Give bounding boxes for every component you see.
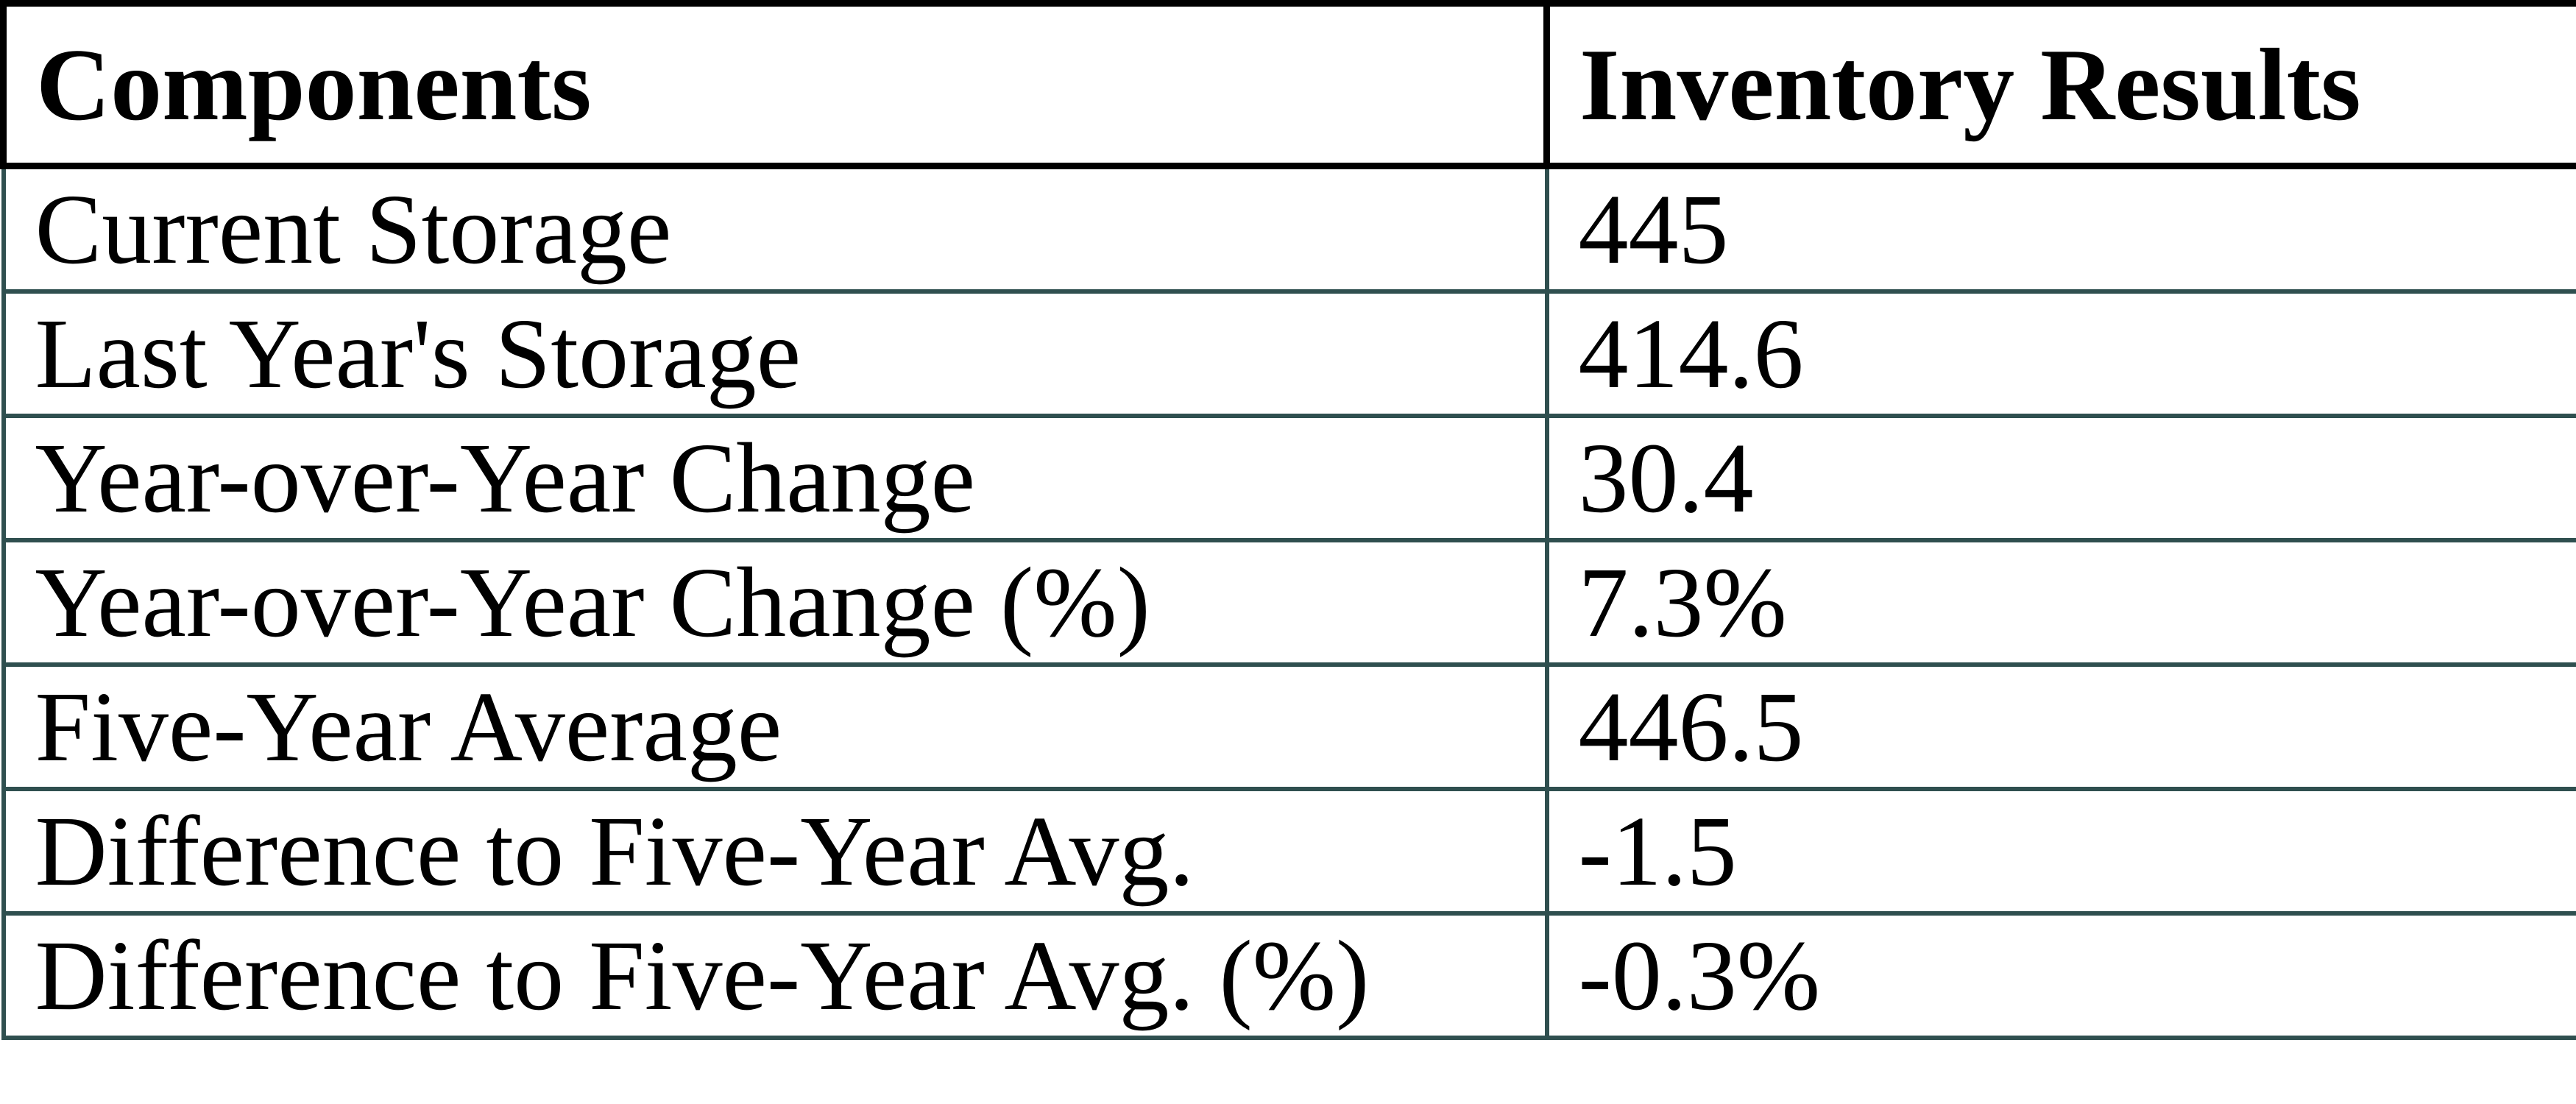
inventory-value-cell: -0.3%	[1544, 911, 2576, 1040]
inventory-value: 30.4	[1578, 422, 1754, 534]
table-row-current-storage: Current Storage 445	[1, 163, 2576, 294]
inventory-value-cell: 7.3%	[1544, 538, 2576, 667]
component-label-cell: Year-over-Year Change (%)	[1, 538, 1549, 667]
inventory-value: 414.6	[1578, 298, 1804, 409]
component-label-cell: Current Storage	[1, 163, 1549, 294]
component-label-cell: Five-Year Average	[1, 662, 1549, 791]
component-label: Five-Year Average	[35, 671, 782, 782]
inventory-value-cell: 446.5	[1544, 662, 2576, 791]
component-label-cell: Difference to Five-Year Avg.	[1, 787, 1549, 916]
table-row-yoy-change: Year-over-Year Change 30.4	[1, 414, 2576, 542]
inventory-value: 7.3%	[1578, 547, 1787, 658]
component-label: Difference to Five-Year Avg.	[35, 796, 1195, 907]
column-header-inventory-results: Inventory Results	[1543, 0, 2576, 169]
column-header-inventory-results-label: Inventory Results	[1579, 27, 2361, 142]
header-row: Components Inventory Results	[0, 0, 2576, 169]
inventory-value: 446.5	[1578, 671, 1804, 782]
table-row-diff-five-year-avg: Difference to Five-Year Avg. -1.5	[1, 787, 2576, 916]
component-label-cell: Last Year's Storage	[1, 289, 1549, 418]
column-header-components-label: Components	[36, 27, 592, 142]
component-label-cell: Year-over-Year Change	[1, 414, 1549, 542]
table-row-yoy-change-pct: Year-over-Year Change (%) 7.3%	[1, 538, 2576, 667]
inventory-value-cell: 30.4	[1544, 414, 2576, 542]
inventory-value: -0.3%	[1578, 920, 1821, 1031]
table-row-last-years-storage: Last Year's Storage 414.6	[1, 289, 2576, 418]
component-label-cell: Difference to Five-Year Avg. (%)	[1, 911, 1549, 1040]
inventory-value-cell: 414.6	[1544, 289, 2576, 418]
inventory-value-cell: 445	[1544, 163, 2576, 294]
inventory-value: -1.5	[1578, 796, 1737, 907]
table-row-five-year-average: Five-Year Average 446.5	[1, 662, 2576, 791]
component-label: Current Storage	[35, 174, 672, 285]
inventory-value: 445	[1578, 174, 1729, 285]
inventory-value-cell: -1.5	[1544, 787, 2576, 916]
component-label: Difference to Five-Year Avg. (%)	[35, 920, 1370, 1031]
component-label: Year-over-Year Change (%)	[35, 547, 1150, 658]
component-label: Year-over-Year Change	[35, 422, 975, 534]
inventory-results-table: Components Inventory Results Current Sto…	[0, 0, 2576, 1040]
column-header-components: Components	[0, 0, 1550, 169]
table-row-diff-five-year-avg-pct: Difference to Five-Year Avg. (%) -0.3%	[1, 911, 2576, 1040]
component-label: Last Year's Storage	[35, 298, 802, 409]
